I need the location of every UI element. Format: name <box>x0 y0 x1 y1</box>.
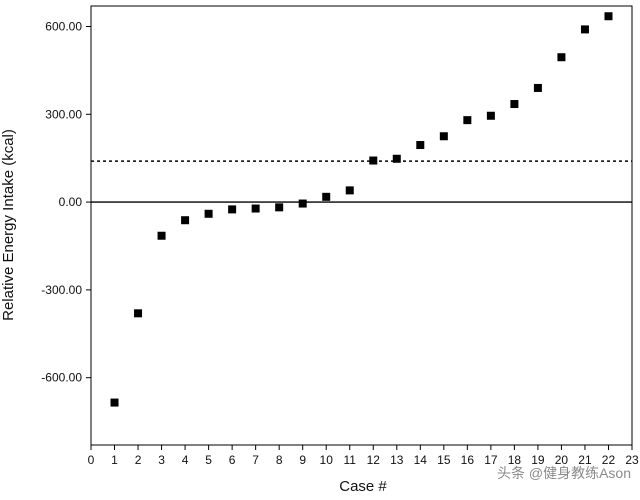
data-point-8 <box>275 203 284 212</box>
x-tick-label-4: 4 <box>182 453 189 467</box>
x-tick-label-13: 13 <box>390 453 404 467</box>
data-point-6 <box>228 205 237 214</box>
x-tick-label-16: 16 <box>461 453 475 467</box>
x-tick-label-8: 8 <box>276 453 283 467</box>
data-point-11 <box>345 186 354 195</box>
data-point-14 <box>416 141 425 150</box>
x-tick-label-3: 3 <box>158 453 165 467</box>
x-tick-label-11: 11 <box>344 453 357 467</box>
data-point-22 <box>604 12 613 21</box>
data-point-13 <box>392 154 401 163</box>
y-tick-label--300: -300.00 <box>41 283 82 297</box>
data-point-7 <box>251 204 260 213</box>
plot-frame <box>90 5 633 446</box>
x-tick-label-18: 18 <box>508 453 522 467</box>
watermark-text: 头条 @健身教练Ason <box>497 465 631 481</box>
x-tick-label-2: 2 <box>135 453 142 467</box>
x-tick-label-7: 7 <box>252 453 259 467</box>
data-point-19 <box>533 83 542 92</box>
x-tick-label-12: 12 <box>367 453 381 467</box>
y-tick-label-0: 0.00 <box>59 195 83 209</box>
data-point-2 <box>134 309 143 318</box>
x-tick-label-1: 1 <box>111 453 118 467</box>
data-point-4 <box>181 216 190 225</box>
reference-lines-layer <box>91 160 632 203</box>
data-points-layer <box>110 12 613 407</box>
x-tick-label-19: 19 <box>531 453 545 467</box>
data-point-17 <box>486 111 495 120</box>
x-tick-label-6: 6 <box>229 453 236 467</box>
data-point-1 <box>110 398 119 407</box>
x-axis-title: Case # <box>339 478 387 495</box>
y-tick-label-300: 300.00 <box>45 107 82 121</box>
y-tick-label-600: 600.00 <box>45 19 82 33</box>
axes-layer: 0 1 2 3 4 5 6 7 8 9 10 11 12 13 14 15 16 17 18 19 20 21 22 23-6… <box>41 19 639 467</box>
data-point-18 <box>510 100 519 109</box>
x-tick-label-9: 9 <box>299 453 306 467</box>
x-tick-label-14: 14 <box>414 453 428 467</box>
data-point-9 <box>298 199 307 208</box>
data-point-15 <box>439 132 448 141</box>
x-tick-label-23: 23 <box>625 453 639 467</box>
x-tick-label-20: 20 <box>555 453 569 467</box>
y-axis-title: Relative Energy Intake (kcal) <box>0 129 17 321</box>
x-tick-label-15: 15 <box>437 453 451 467</box>
x-tick-label-17: 17 <box>484 453 498 467</box>
data-point-12 <box>369 156 378 165</box>
x-tick-label-0: 0 <box>88 453 95 467</box>
data-point-3 <box>157 231 166 240</box>
x-tick-label-10: 10 <box>320 453 334 467</box>
x-tick-label-22: 22 <box>602 453 616 467</box>
x-tick-label-21: 21 <box>578 453 592 467</box>
data-point-21 <box>580 25 589 34</box>
data-point-20 <box>557 53 566 62</box>
data-point-5 <box>204 209 213 218</box>
x-tick-label-5: 5 <box>205 453 212 467</box>
data-point-10 <box>322 192 331 201</box>
y-tick-label--600: -600.00 <box>41 371 82 385</box>
data-point-16 <box>463 116 472 125</box>
